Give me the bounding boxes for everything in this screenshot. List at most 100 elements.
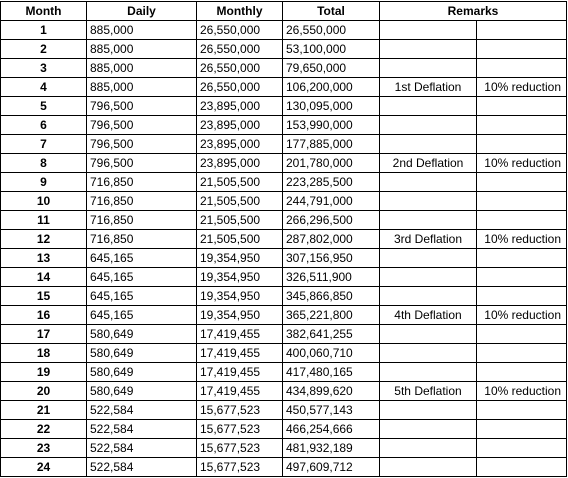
table-body: 1 885,000 26,550,000 26,550,000 2 885,000 26,5… — [0, 20, 567, 477]
month-cell: 23 — [0, 438, 87, 458]
monthly-cell: 21,505,500 — [196, 172, 283, 192]
remark-deflation-cell — [379, 96, 477, 116]
month-cell: 4 — [0, 77, 87, 97]
remark-reduction-cell — [476, 267, 567, 287]
header-row: Month Daily Monthly Total Remarks — [0, 1, 567, 21]
remark-reduction-cell — [476, 419, 567, 439]
monthly-cell: 21,505,500 — [196, 191, 283, 211]
header-total: Total — [282, 1, 380, 21]
header-month: Month — [0, 1, 87, 21]
remark-reduction-cell — [476, 39, 567, 59]
month-cell: 12 — [0, 229, 87, 249]
month-cell: 14 — [0, 267, 87, 287]
month-cell: 24 — [0, 457, 87, 477]
table-row: 19 580,649 17,419,455 417,480,165 — [0, 362, 567, 382]
monthly-cell: 17,419,455 — [196, 324, 283, 344]
remark-deflation-cell — [379, 400, 477, 420]
month-cell: 20 — [0, 381, 87, 401]
month-cell: 6 — [0, 115, 87, 135]
total-cell: 153,990,000 — [282, 115, 380, 135]
daily-cell: 580,649 — [86, 324, 197, 344]
month-cell: 18 — [0, 343, 87, 363]
total-cell: 481,932,189 — [282, 438, 380, 458]
table-row: 8 796,500 23,895,000 201,780,000 2nd Deflati… — [0, 153, 567, 173]
remark-deflation-cell: 5th Deflation — [379, 381, 477, 401]
total-cell: 287,802,000 — [282, 229, 380, 249]
month-cell: 22 — [0, 419, 87, 439]
table-row: 2 885,000 26,550,000 53,100,000 — [0, 39, 567, 59]
total-cell: 497,609,712 — [282, 457, 380, 477]
table-row: 24 522,584 15,677,523 497,609,712 — [0, 457, 567, 477]
monthly-cell: 15,677,523 — [196, 400, 283, 420]
monthly-cell: 17,419,455 — [196, 381, 283, 401]
table-row: 20 580,649 17,419,455 434,899,620 5th Deflat… — [0, 381, 567, 401]
total-cell: 365,221,800 — [282, 305, 380, 325]
table-row: 9 716,850 21,505,500 223,285,500 — [0, 172, 567, 192]
total-cell: 26,550,000 — [282, 20, 380, 40]
table-row: 7 796,500 23,895,000 177,885,000 — [0, 134, 567, 154]
remark-reduction-cell — [476, 191, 567, 211]
monthly-cell: 23,895,000 — [196, 115, 283, 135]
table-row: 22 522,584 15,677,523 466,254,666 — [0, 419, 567, 439]
remark-reduction-cell — [476, 457, 567, 477]
table-row: 4 885,000 26,550,000 106,200,000 1st Deflati… — [0, 77, 567, 97]
daily-cell: 885,000 — [86, 58, 197, 78]
remark-deflation-cell — [379, 115, 477, 135]
remark-deflation-cell: 2nd Deflation — [379, 153, 477, 173]
table-row: 11 716,850 21,505,500 266,296,500 — [0, 210, 567, 230]
total-cell: 53,100,000 — [282, 39, 380, 59]
remark-deflation-cell: 1st Deflation — [379, 77, 477, 97]
daily-cell: 885,000 — [86, 77, 197, 97]
remark-deflation-cell: 4th Deflation — [379, 305, 477, 325]
remark-deflation-cell — [379, 343, 477, 363]
remark-deflation-cell — [379, 134, 477, 154]
total-cell: 223,285,500 — [282, 172, 380, 192]
remark-reduction-cell: 10% reduction — [476, 381, 567, 401]
daily-cell: 645,165 — [86, 305, 197, 325]
remark-reduction-cell: 10% reduction — [476, 153, 567, 173]
remark-deflation-cell — [379, 419, 477, 439]
remark-reduction-cell: 10% reduction — [476, 305, 567, 325]
monthly-cell: 26,550,000 — [196, 39, 283, 59]
month-cell: 15 — [0, 286, 87, 306]
monthly-cell: 23,895,000 — [196, 134, 283, 154]
month-cell: 16 — [0, 305, 87, 325]
table-row: 10 716,850 21,505,500 244,791,000 — [0, 191, 567, 211]
total-cell: 106,200,000 — [282, 77, 380, 97]
total-cell: 434,899,620 — [282, 381, 380, 401]
daily-cell: 885,000 — [86, 39, 197, 59]
total-cell: 177,885,000 — [282, 134, 380, 154]
total-cell: 130,095,000 — [282, 96, 380, 116]
daily-cell: 716,850 — [86, 191, 197, 211]
month-cell: 9 — [0, 172, 87, 192]
month-cell: 8 — [0, 153, 87, 173]
header-monthly: Monthly — [196, 1, 283, 21]
total-cell: 201,780,000 — [282, 153, 380, 173]
total-cell: 450,577,143 — [282, 400, 380, 420]
remark-reduction-cell — [476, 248, 567, 268]
monthly-cell: 26,550,000 — [196, 77, 283, 97]
remark-reduction-cell — [476, 210, 567, 230]
monthly-cell: 26,550,000 — [196, 58, 283, 78]
month-cell: 2 — [0, 39, 87, 59]
monthly-cell: 17,419,455 — [196, 343, 283, 363]
monthly-cell: 26,550,000 — [196, 20, 283, 40]
month-cell: 10 — [0, 191, 87, 211]
remark-reduction-cell — [476, 400, 567, 420]
table-row: 23 522,584 15,677,523 481,932,189 — [0, 438, 567, 458]
table-row: 15 645,165 19,354,950 345,866,850 — [0, 286, 567, 306]
daily-cell: 716,850 — [86, 172, 197, 192]
table-row: 16 645,165 19,354,950 365,221,800 4th Deflat… — [0, 305, 567, 325]
remark-deflation-cell — [379, 210, 477, 230]
monthly-cell: 21,505,500 — [196, 229, 283, 249]
monthly-cell: 23,895,000 — [196, 153, 283, 173]
table-row: 21 522,584 15,677,523 450,577,143 — [0, 400, 567, 420]
daily-cell: 796,500 — [86, 115, 197, 135]
monthly-cell: 19,354,950 — [196, 286, 283, 306]
monthly-cell: 19,354,950 — [196, 267, 283, 287]
month-cell: 7 — [0, 134, 87, 154]
remark-deflation-cell — [379, 172, 477, 192]
total-cell: 244,791,000 — [282, 191, 380, 211]
total-cell: 326,511,900 — [282, 267, 380, 287]
